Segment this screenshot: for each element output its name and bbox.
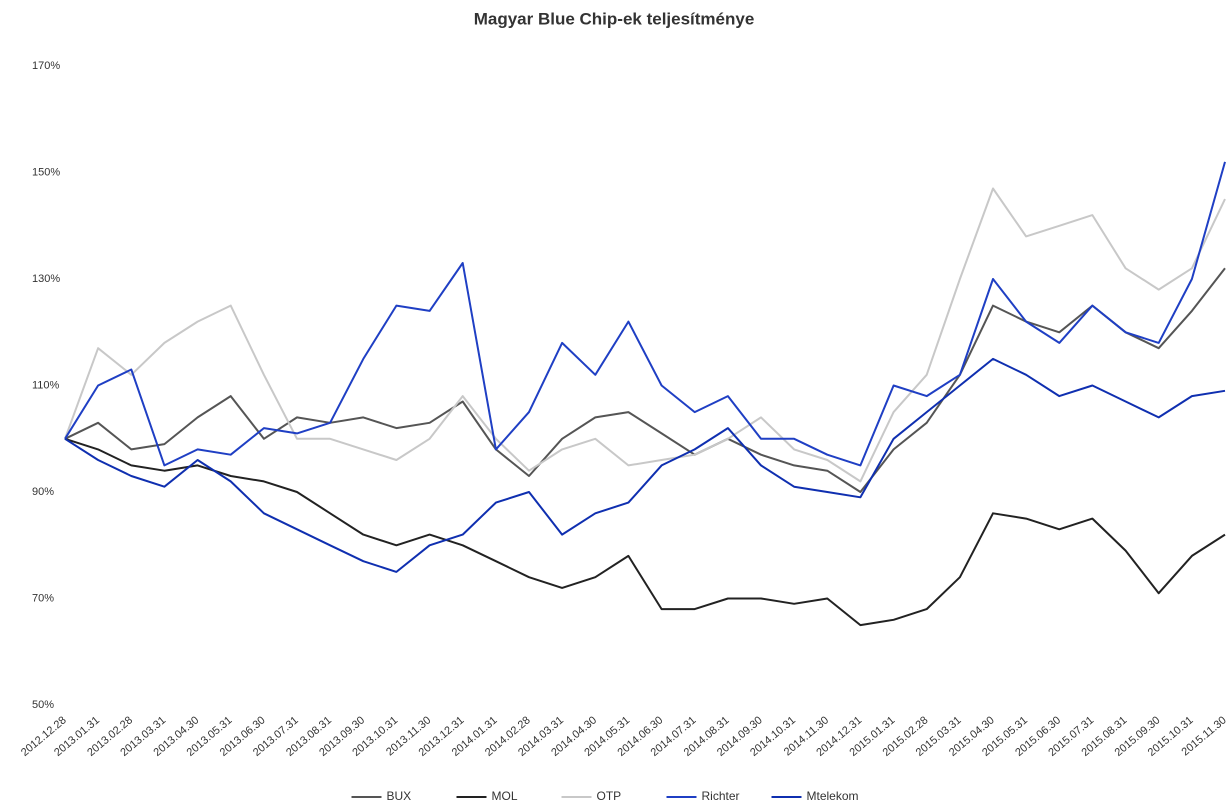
legend-label: MOL: [492, 789, 518, 803]
legend-label: OTP: [597, 789, 622, 803]
y-tick-label: 50%: [32, 699, 54, 711]
y-tick-label: 90%: [32, 486, 54, 498]
line-series: [64, 161, 1226, 467]
line-series: [64, 187, 1226, 483]
line-series: [64, 437, 1226, 627]
y-tick-label: 110%: [32, 379, 60, 391]
line-series: [64, 357, 1226, 573]
legend-label: BUX: [387, 789, 412, 803]
legend-label: Richter: [702, 789, 740, 803]
y-tick-label: 170%: [32, 60, 60, 72]
legend-label: Mtelekom: [807, 789, 859, 803]
line-series: [64, 267, 1226, 493]
y-tick-label: 150%: [32, 166, 60, 178]
y-tick-label: 70%: [32, 592, 54, 604]
chart-title: Magyar Blue Chip-ek teljesítménye: [474, 9, 755, 28]
y-tick-label: 130%: [32, 273, 60, 285]
